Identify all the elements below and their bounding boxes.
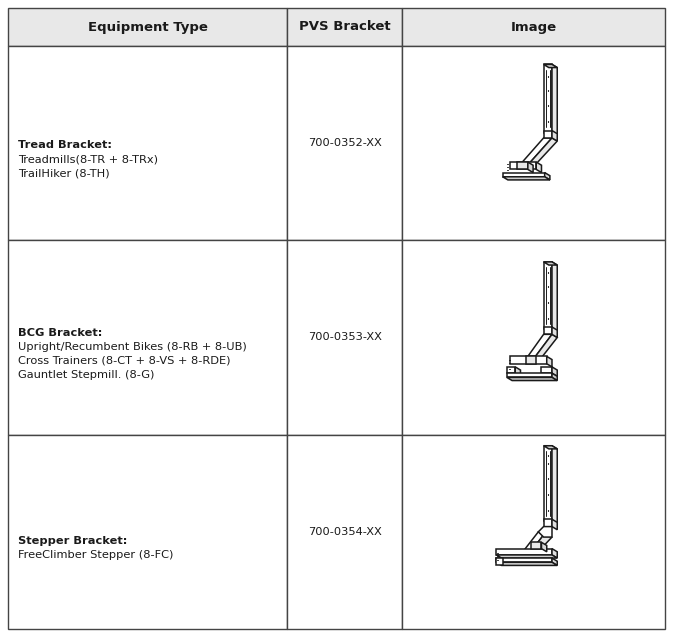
- Polygon shape: [538, 527, 552, 537]
- Polygon shape: [552, 373, 557, 380]
- Polygon shape: [497, 555, 557, 558]
- Polygon shape: [516, 367, 520, 376]
- Polygon shape: [510, 162, 536, 169]
- Polygon shape: [546, 356, 552, 367]
- Text: PVS Bracket: PVS Bracket: [299, 20, 390, 34]
- Text: 700-0352-XX: 700-0352-XX: [308, 138, 382, 148]
- Polygon shape: [503, 176, 550, 180]
- Polygon shape: [507, 377, 557, 380]
- Text: Equipment Type: Equipment Type: [87, 20, 207, 34]
- Bar: [287, 8, 402, 46]
- Polygon shape: [497, 548, 552, 555]
- Text: Treadmills(8-TR + 8-TRx): Treadmills(8-TR + 8-TRx): [18, 155, 158, 164]
- Polygon shape: [552, 548, 557, 558]
- Bar: [287, 434, 402, 629]
- Bar: [287, 240, 402, 434]
- Text: BCG Bracket:: BCG Bracket:: [18, 328, 102, 338]
- Bar: [8, 46, 287, 240]
- Bar: [402, 434, 665, 629]
- Text: 700-0353-XX: 700-0353-XX: [308, 333, 382, 343]
- Polygon shape: [544, 519, 552, 527]
- Text: Stepper Bracket:: Stepper Bracket:: [18, 536, 127, 546]
- Polygon shape: [518, 162, 528, 169]
- Polygon shape: [552, 558, 557, 566]
- Bar: [402, 8, 665, 46]
- Bar: [287, 46, 402, 240]
- Polygon shape: [552, 131, 557, 141]
- Polygon shape: [510, 356, 546, 364]
- Polygon shape: [544, 131, 552, 138]
- Polygon shape: [536, 162, 542, 173]
- Bar: [8, 8, 287, 46]
- Polygon shape: [520, 138, 552, 168]
- Polygon shape: [544, 64, 552, 132]
- Bar: [402, 46, 665, 240]
- Polygon shape: [497, 562, 557, 566]
- Polygon shape: [542, 542, 546, 552]
- Polygon shape: [503, 173, 544, 176]
- Polygon shape: [552, 327, 557, 338]
- Polygon shape: [526, 356, 536, 364]
- Polygon shape: [552, 262, 557, 333]
- Polygon shape: [529, 535, 552, 556]
- Polygon shape: [544, 262, 557, 265]
- Text: Gauntlet Stepmill. (8-G): Gauntlet Stepmill. (8-G): [18, 370, 154, 380]
- Bar: [8, 434, 287, 629]
- Polygon shape: [526, 138, 557, 169]
- Text: 700-0354-XX: 700-0354-XX: [308, 527, 382, 537]
- Text: TrailHiker (8-TH): TrailHiker (8-TH): [18, 169, 110, 178]
- Polygon shape: [497, 558, 552, 562]
- Polygon shape: [524, 532, 544, 554]
- Polygon shape: [552, 367, 557, 376]
- Bar: [8, 240, 287, 434]
- Polygon shape: [531, 542, 542, 548]
- Polygon shape: [528, 334, 552, 359]
- Polygon shape: [497, 558, 503, 566]
- Text: Cross Trainers (8-CT + 8-VS + 8-RDE): Cross Trainers (8-CT + 8-VS + 8-RDE): [18, 356, 230, 366]
- Text: FreeClimber Stepper (8-FC): FreeClimber Stepper (8-FC): [18, 550, 174, 560]
- Polygon shape: [544, 446, 557, 449]
- Polygon shape: [528, 162, 533, 173]
- Polygon shape: [552, 446, 557, 524]
- Polygon shape: [552, 64, 557, 136]
- Text: Upright/Recumbent Bikes (8-RB + 8-UB): Upright/Recumbent Bikes (8-RB + 8-UB): [18, 342, 247, 352]
- Polygon shape: [552, 519, 557, 530]
- Polygon shape: [544, 64, 557, 68]
- Polygon shape: [544, 262, 552, 329]
- Polygon shape: [507, 367, 516, 373]
- Text: Image: Image: [511, 20, 557, 34]
- Polygon shape: [544, 446, 552, 521]
- Text: Tread Bracket:: Tread Bracket:: [18, 141, 112, 150]
- Bar: [402, 240, 665, 434]
- Polygon shape: [533, 334, 557, 362]
- Polygon shape: [542, 367, 552, 373]
- Polygon shape: [544, 327, 552, 334]
- Polygon shape: [544, 173, 550, 180]
- Polygon shape: [507, 373, 552, 377]
